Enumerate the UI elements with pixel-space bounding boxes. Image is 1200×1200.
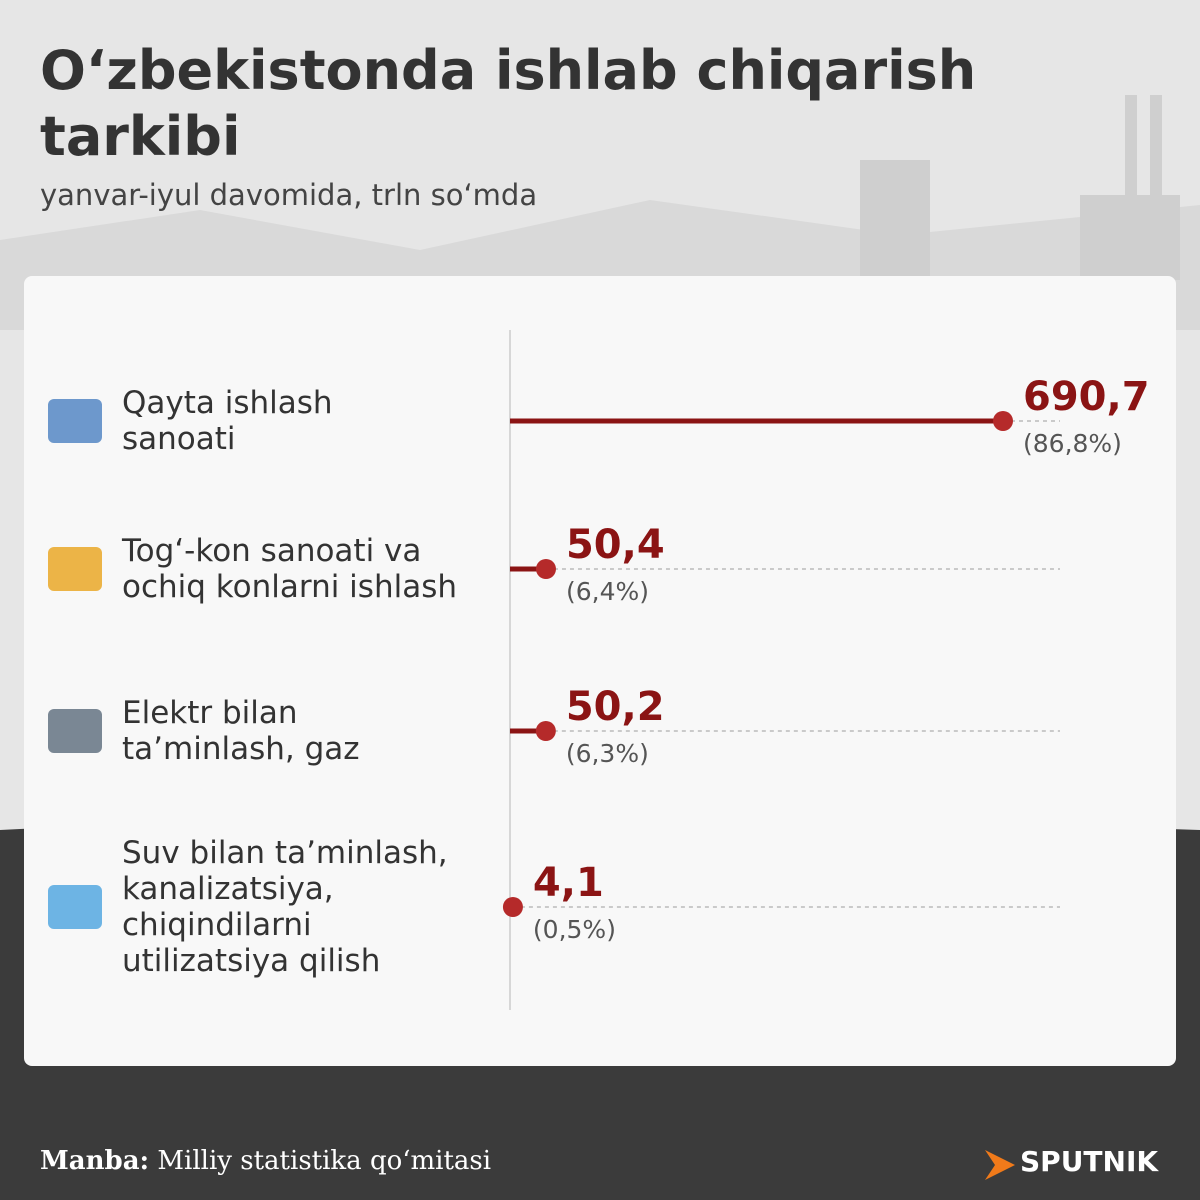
dot <box>502 897 523 917</box>
share-label: (86,8%) <box>1023 429 1122 458</box>
dot <box>535 721 556 741</box>
share-label: (0,5%) <box>533 915 616 944</box>
title: O‘zbekistonda ishlab chiqarish tarkibi <box>40 39 977 168</box>
category-label: Qayta ishlash sanoati <box>122 385 333 457</box>
subtitle: yanvar-iyul davomida, trln so‘mda <box>40 178 538 212</box>
category-label: Elektr bilan ta’minlash, gaz <box>122 695 360 767</box>
share-label: (6,4%) <box>566 577 649 606</box>
category-icon <box>48 547 102 591</box>
source-text: Milliy statistika qo‘mitasi <box>157 1146 492 1176</box>
chart-card <box>24 276 1176 1066</box>
value-label: 50,4 <box>566 522 665 568</box>
value-label: 4,1 <box>533 860 604 906</box>
source: Manba: Milliy statistika qo‘mitasi <box>40 1146 491 1176</box>
dot <box>535 559 556 579</box>
category-icon <box>48 399 102 443</box>
source-label: Manba: <box>40 1146 150 1176</box>
value-label: 50,2 <box>566 684 665 730</box>
share-label: (6,3%) <box>566 739 649 768</box>
value-label: 690,7 <box>1023 374 1150 420</box>
category-icon <box>48 885 102 929</box>
category-label: Suv bilan ta’minlash, kanalizatsiya, chi… <box>122 835 448 979</box>
category-label: Tog‘-kon sanoati va ochiq konlarni ishla… <box>122 533 458 605</box>
dot <box>993 411 1013 431</box>
logo: SPUTNIK <box>1020 1145 1159 1178</box>
category-icon <box>48 709 102 753</box>
